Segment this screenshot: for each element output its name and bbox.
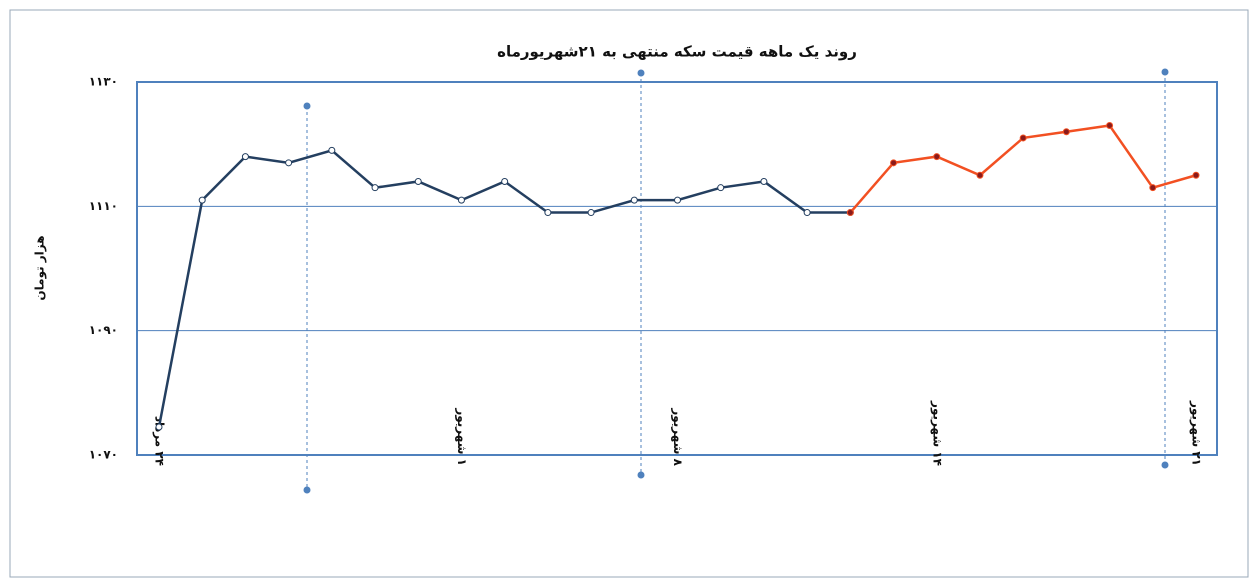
point [371, 184, 379, 192]
point [760, 177, 768, 185]
guide-dot [303, 486, 311, 494]
point [846, 209, 854, 217]
guide-dot [637, 69, 645, 77]
x-tick-label: ۲۱ شهریور [1189, 400, 1204, 466]
point [241, 153, 249, 161]
point [803, 209, 811, 217]
point [890, 159, 898, 167]
y-tick-label: ۱۰۷۰ [89, 448, 118, 462]
guide-dot [1161, 461, 1169, 469]
x-tick-label: ۱۴ شهریور [929, 400, 944, 466]
point [501, 177, 509, 185]
point [1106, 122, 1114, 130]
point [457, 196, 465, 204]
y-tick-label: ۱۰۹۰ [89, 323, 118, 337]
frame [9, 9, 1249, 578]
point [1149, 184, 1157, 192]
point [674, 196, 681, 204]
point [1019, 134, 1027, 142]
point [198, 196, 206, 204]
point [587, 209, 595, 217]
point [630, 196, 638, 204]
y-tick-label: ۱۱۳۰ [89, 75, 118, 89]
point [155, 423, 163, 431]
point [1192, 171, 1200, 179]
point [328, 146, 336, 154]
x-tick-label: ۸ شهریور [670, 407, 685, 466]
y-tick-label: ۱۱۱۰ [89, 199, 118, 213]
plot-border [136, 81, 1218, 456]
guide-dot [303, 102, 311, 110]
point [544, 209, 552, 217]
x-tick-label: ۱ شهریور [454, 407, 469, 466]
guide-dot [1161, 68, 1169, 76]
point [285, 159, 293, 167]
y-axis-label: هزار تومان [33, 235, 48, 300]
chart-title: روند یک ماهه قیمت سکه منتهی به ۲۱شهریورم… [497, 43, 857, 61]
point [976, 171, 984, 179]
guide-dot [637, 471, 645, 479]
point [414, 177, 422, 185]
point [717, 184, 725, 192]
point [933, 153, 941, 161]
point [1062, 128, 1070, 136]
guides [303, 68, 1169, 494]
